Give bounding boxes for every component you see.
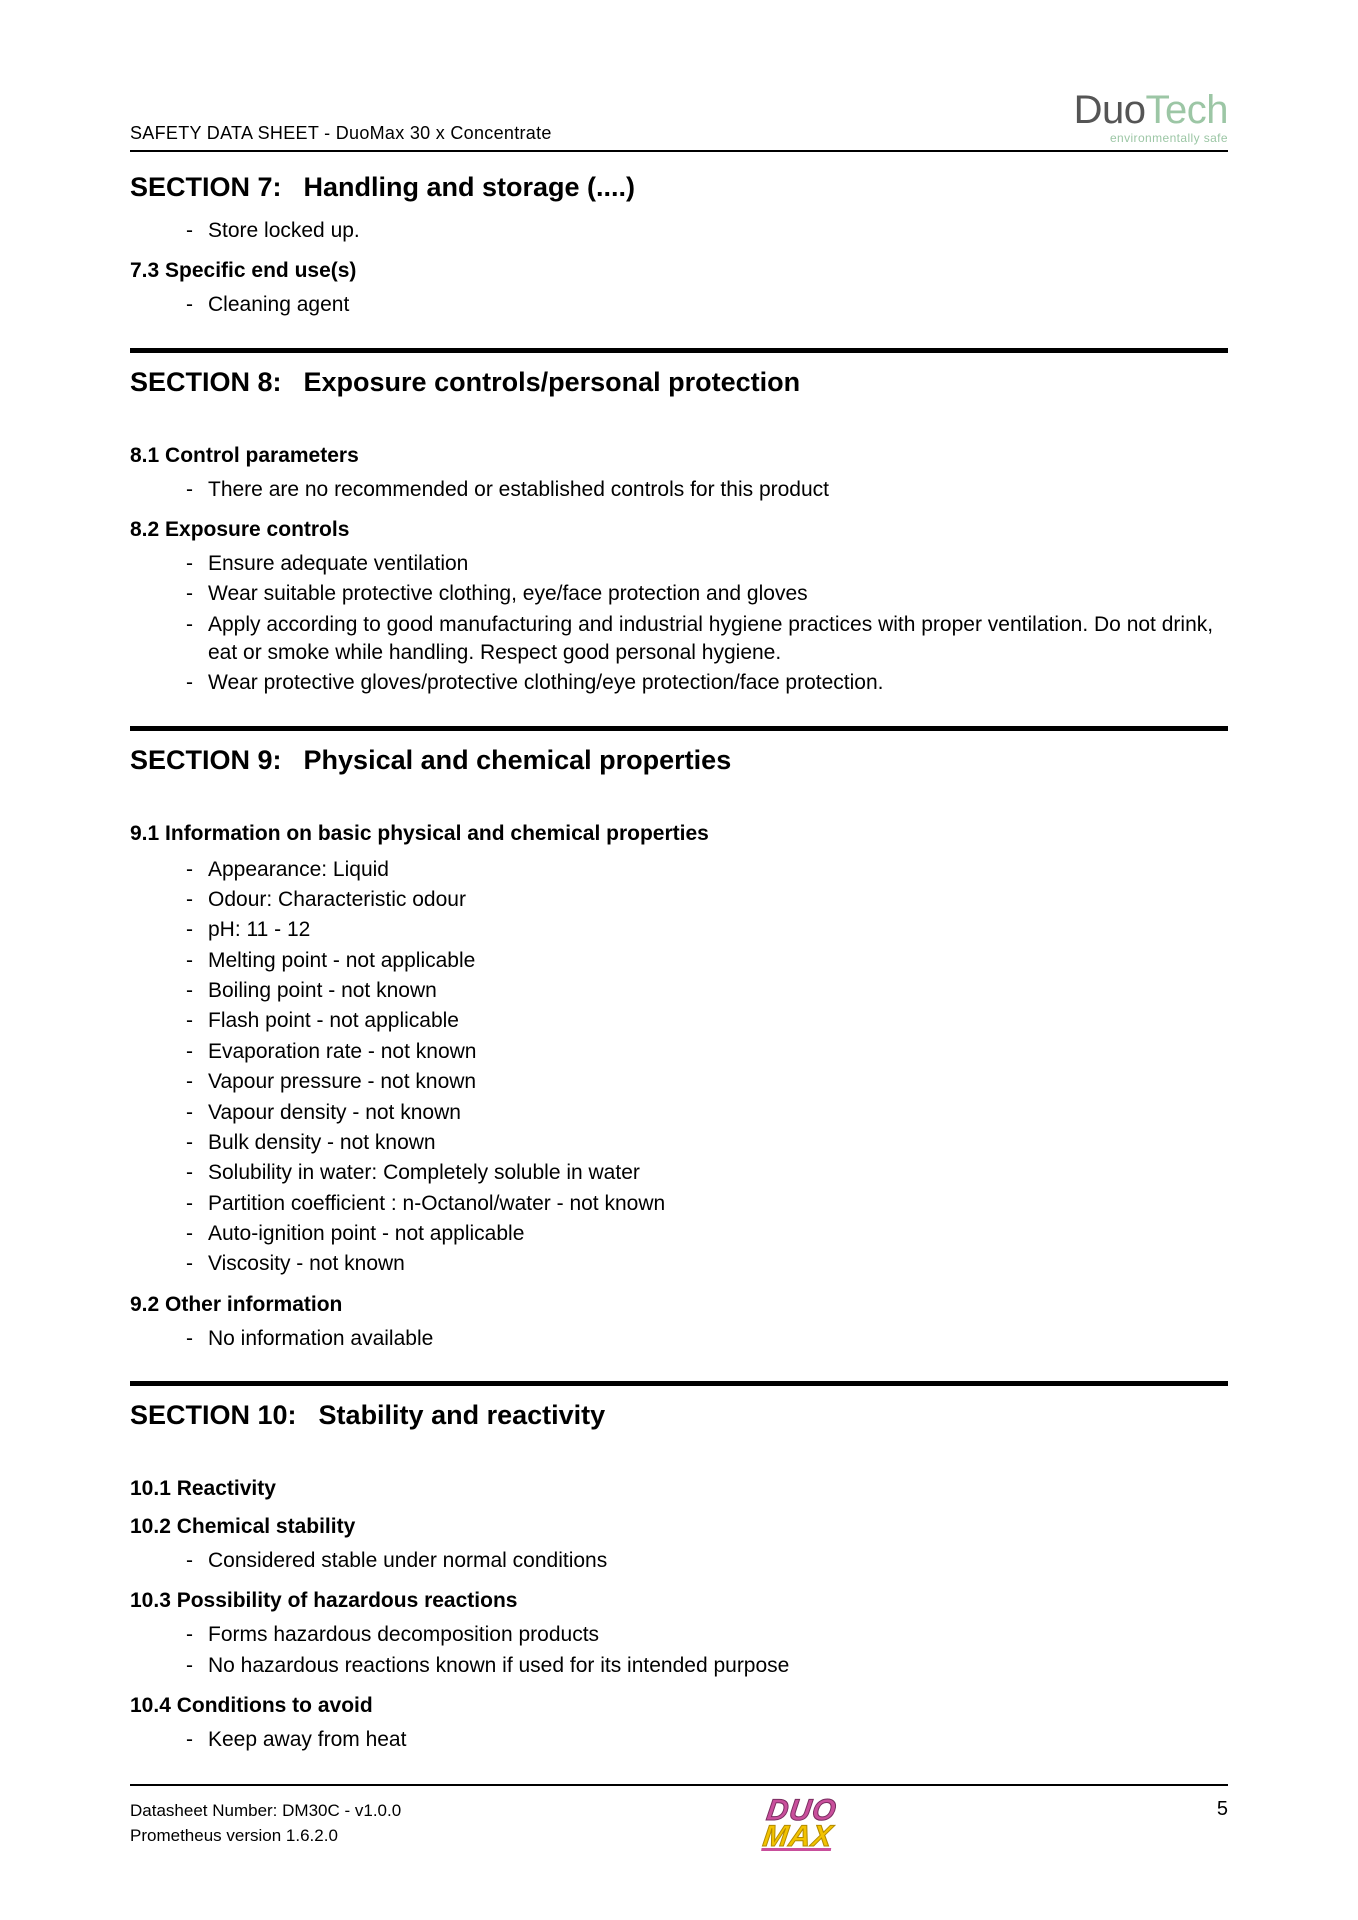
section-10-3-list: Forms hazardous decomposition products No…	[130, 1621, 1228, 1680]
section-9-1-list: Appearance: LiquidOdour: Characteristic …	[130, 856, 1228, 1279]
list-item: Vapour pressure - not known	[186, 1068, 1228, 1096]
section-10-label: SECTION 10:	[130, 1400, 297, 1430]
logo-max: MAX	[761, 1823, 834, 1849]
section-10-heading: SECTION 10: Stability and reactivity	[130, 1400, 1228, 1431]
list-item: Apply according to good manufacturing an…	[186, 611, 1228, 668]
list-item: Wear protective gloves/protective clothi…	[186, 669, 1228, 697]
section-7-heading: SECTION 7: Handling and storage (....)	[130, 172, 1228, 203]
section-10-title: Stability and reactivity	[319, 1400, 606, 1430]
list-item: There are no recommended or established …	[186, 476, 1228, 504]
list-item: Keep away from heat	[186, 1726, 1228, 1754]
list-item: Melting point - not applicable	[186, 947, 1228, 975]
divider-9	[130, 726, 1228, 731]
sheet-title: SAFETY DATA SHEET - DuoMax 30 x Concentr…	[130, 123, 552, 144]
subheading-8-2: 8.2 Exposure controls	[130, 518, 1228, 542]
section-10-4-list: Keep away from heat	[130, 1726, 1228, 1754]
list-item: Partition coefficient : n-Octanol/water …	[186, 1190, 1228, 1218]
subheading-10-4: 10.4 Conditions to avoid	[130, 1694, 1228, 1718]
brand-logo: DuoTech environmentally safe	[1074, 90, 1228, 144]
footer-datasheet: Datasheet Number: DM30C - v1.0.0	[130, 1798, 401, 1824]
duomax-logo: DUO MAX	[761, 1798, 838, 1849]
brand-tech: Tech	[1146, 88, 1229, 132]
page-number: 5	[1198, 1798, 1228, 1821]
section-8-1-list: There are no recommended or established …	[130, 476, 1228, 504]
list-item: No hazardous reactions known if used for…	[186, 1652, 1228, 1680]
list-item: Cleaning agent	[186, 291, 1228, 319]
section-7-top-list: Store locked up.	[130, 217, 1228, 245]
section-8-heading: SECTION 8: Exposure controls/personal pro…	[130, 367, 1228, 398]
section-9-label: SECTION 9:	[130, 745, 282, 775]
subheading-9-2: 9.2 Other information	[130, 1293, 1228, 1317]
list-item: Boiling point - not known	[186, 977, 1228, 1005]
footer-rule	[130, 1784, 1228, 1786]
footer-left: Datasheet Number: DM30C - v1.0.0 Prometh…	[130, 1798, 401, 1849]
sds-page: SAFETY DATA SHEET - DuoMax 30 x Concentr…	[0, 0, 1358, 1920]
page-footer: Datasheet Number: DM30C - v1.0.0 Prometh…	[130, 1784, 1228, 1851]
list-item: Appearance: Liquid	[186, 856, 1228, 884]
section-9-2-list: No information available	[130, 1325, 1228, 1353]
section-8-title: Exposure controls/personal protection	[304, 367, 801, 397]
section-10-2-list: Considered stable under normal condition…	[130, 1547, 1228, 1575]
footer-center: DUO MAX	[401, 1798, 1198, 1851]
divider-10	[130, 1381, 1228, 1386]
list-item: Ensure adequate ventilation	[186, 550, 1228, 578]
list-item: Wear suitable protective clothing, eye/f…	[186, 580, 1228, 608]
section-8-label: SECTION 8:	[130, 367, 282, 397]
list-item: Store locked up.	[186, 217, 1228, 245]
brand-name: DuoTech	[1074, 90, 1228, 130]
list-item: No information available	[186, 1325, 1228, 1353]
brand-tagline: environmentally safe	[1074, 132, 1228, 144]
subheading-10-1: 10.1 Reactivity	[130, 1477, 1228, 1501]
list-item: Evaporation rate - not known	[186, 1038, 1228, 1066]
subheading-8-1: 8.1 Control parameters	[130, 444, 1228, 468]
list-item: Auto-ignition point - not applicable	[186, 1220, 1228, 1248]
page-header: SAFETY DATA SHEET - DuoMax 30 x Concentr…	[130, 90, 1228, 152]
subheading-7-3: 7.3 Specific end use(s)	[130, 259, 1228, 283]
footer-row: Datasheet Number: DM30C - v1.0.0 Prometh…	[130, 1798, 1228, 1851]
list-item: Odour: Characteristic odour	[186, 886, 1228, 914]
list-item: Solubility in water: Completely soluble …	[186, 1159, 1228, 1187]
list-item: Bulk density - not known	[186, 1129, 1228, 1157]
list-item: Forms hazardous decomposition products	[186, 1621, 1228, 1649]
section-7-3-list: Cleaning agent	[130, 291, 1228, 319]
footer-prometheus: Prometheus version 1.6.2.0	[130, 1823, 401, 1849]
section-9-heading: SECTION 9: Physical and chemical properti…	[130, 745, 1228, 776]
subheading-10-2: 10.2 Chemical stability	[130, 1515, 1228, 1539]
divider-8	[130, 348, 1228, 353]
list-item: Viscosity - not known	[186, 1250, 1228, 1278]
section-8-2-list: Ensure adequate ventilationWear suitable…	[130, 550, 1228, 698]
list-item: pH: 11 - 12	[186, 916, 1228, 944]
subheading-9-1: 9.1 Information on basic physical and ch…	[130, 822, 1228, 846]
brand-duo: Duo	[1074, 88, 1146, 132]
list-item: Vapour density - not known	[186, 1099, 1228, 1127]
list-item: Considered stable under normal condition…	[186, 1547, 1228, 1575]
list-item: Flash point - not applicable	[186, 1007, 1228, 1035]
section-9-title: Physical and chemical properties	[304, 745, 732, 775]
subheading-10-3: 10.3 Possibility of hazardous reactions	[130, 1589, 1228, 1613]
section-7-label: SECTION 7:	[130, 172, 282, 202]
section-7-title: Handling and storage (....)	[304, 172, 636, 202]
